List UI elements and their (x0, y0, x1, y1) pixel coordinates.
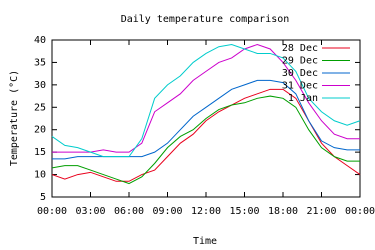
y-tick-label: 25 (34, 102, 46, 113)
x-tick-label: 12:00 (191, 206, 221, 217)
x-tick-label: 09:00 (152, 206, 182, 217)
series-line (52, 43, 360, 153)
x-tick-label: 06:00 (114, 206, 144, 217)
y-tick-label: 5 (40, 192, 46, 203)
y-axis-label: Temperature (°C) (9, 70, 20, 166)
x-tick-label: 21:00 (306, 206, 336, 217)
legend-label: 1 Jan (288, 93, 318, 104)
y-tick-label: 20 (34, 125, 46, 136)
series-line (51, 43, 361, 158)
x-tick-label: 00:00 (345, 206, 375, 217)
series-line (51, 95, 360, 185)
x-axis-label: Time (193, 236, 217, 247)
legend-label: 28 Dec (282, 43, 318, 54)
chart-title: Daily temperature comparison (121, 14, 290, 25)
x-tick-label: 00:00 (37, 206, 67, 217)
y-tick-label: 40 (34, 35, 46, 46)
y-tick-label: 30 (34, 80, 46, 91)
legend-label: 30 Dec (282, 68, 318, 79)
y-tick-label: 10 (34, 170, 46, 181)
legend-label: 29 Dec (282, 56, 318, 67)
legend-label: 31 Dec (282, 81, 318, 92)
y-tick-label: 15 (34, 147, 46, 158)
x-tick-label: 18:00 (268, 206, 298, 217)
x-tick-label: 15:00 (229, 206, 259, 217)
y-tick-label: 35 (34, 57, 46, 68)
x-tick-label: 03:00 (75, 206, 105, 217)
